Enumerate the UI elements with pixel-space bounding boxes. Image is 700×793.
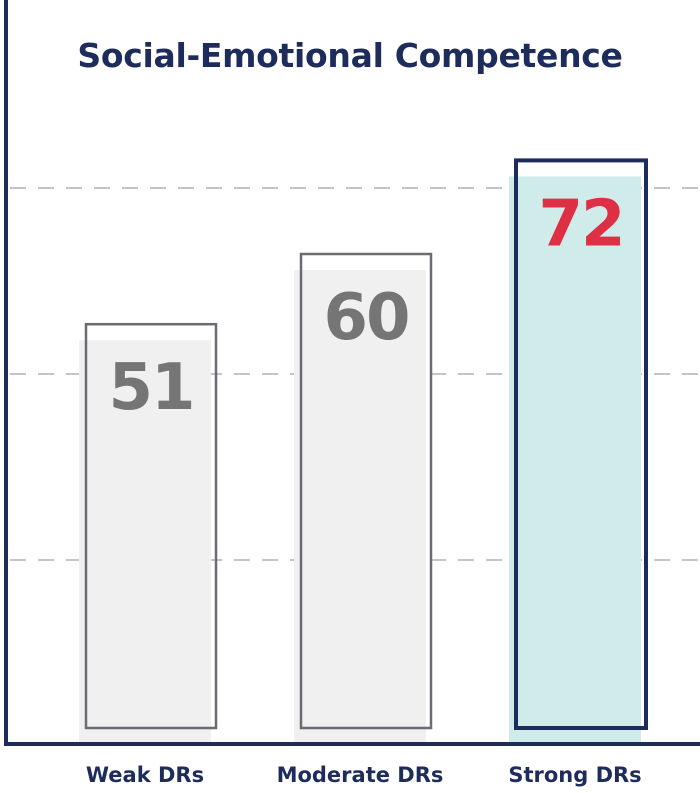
category-label-1: Weak DRs [86, 763, 204, 787]
bar-fill-1 [79, 340, 211, 744]
value-labels: 51 60 72 [108, 187, 625, 425]
bar-outlines [84, 158, 648, 730]
value-label-3: 72 [538, 187, 623, 261]
bar-outline-2 [299, 252, 433, 730]
category-label-2: Moderate DRs [277, 763, 444, 787]
category-label-3: Strong DRs [508, 763, 641, 787]
bar-fill-3 [509, 176, 641, 744]
bar-outline-1 [84, 322, 218, 730]
value-label-1: 51 [108, 351, 193, 425]
bar-fills [79, 176, 641, 744]
value-label-2: 60 [323, 281, 408, 355]
bar-outline-3 [514, 158, 648, 730]
chart-title: Social-Emotional Competence [77, 36, 623, 75]
axes [4, 0, 700, 746]
bar-fill-2 [294, 270, 426, 744]
category-labels: Weak DRs Moderate DRs Strong DRs [86, 763, 642, 787]
